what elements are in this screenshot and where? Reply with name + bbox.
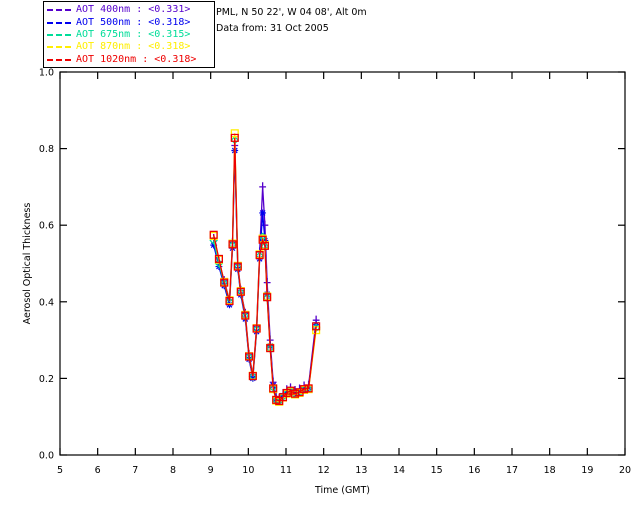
data-point-marker [236,288,246,297]
x-tick-label: 8 [170,465,176,476]
data-point-marker [228,240,237,249]
data-point-marker [260,241,269,250]
data-point-marker [236,287,245,296]
x-tick-label: 19 [581,465,593,476]
legend-line-swatch-icon [47,33,71,36]
series-line [213,133,317,403]
data-point-marker [290,389,300,398]
legend-item-3: AOT 870nm : <0.318> [47,41,210,53]
data-point-marker [266,344,275,353]
annotation-site-line: PML, N 50 22', W 04 08', Alt 0m [216,7,367,18]
data-point-marker [304,384,313,393]
data-point-marker [220,278,229,287]
legend: AOT 400nm : <0.331> AOT 500nm : <0.318> AO… [43,1,215,68]
x-tick-label: 10 [242,465,254,476]
data-point-marker [259,209,267,217]
x-tick-label: 16 [468,465,480,476]
y-tick-label: 0.0 [39,451,54,462]
series-line [213,140,317,403]
data-point-marker [230,129,239,138]
data-point-marker [252,324,261,333]
x-tick-label: 14 [393,465,405,476]
x-tick-label: 6 [95,465,101,476]
legend-item-1: AOT 500nm : <0.318> [47,16,210,28]
legend-item-2: AOT 675nm : <0.315> [47,29,210,41]
series-line [213,150,317,402]
legend-item-label: AOT 675nm : <0.315> [76,28,191,40]
series-400nm [210,140,320,403]
y-tick-label: 0.2 [39,374,54,385]
x-tick-label: 13 [355,465,367,476]
data-point-marker [214,254,224,263]
data-point-marker [261,237,269,244]
series-line [213,137,317,402]
series-line [213,145,317,400]
legend-item-0: AOT 400nm : <0.331> [47,4,210,16]
legend-line-swatch-icon [47,58,71,61]
data-point-marker [259,182,267,192]
legend-line-swatch-icon [47,46,71,49]
data-point-marker [245,352,254,361]
x-tick-label: 20 [619,465,631,476]
series-675nm [209,135,321,406]
data-point-marker [210,241,218,249]
y-tick-label: 0.8 [39,144,54,155]
legend-line-swatch-icon [47,9,71,12]
series-870nm [209,129,321,406]
y-tick-label: 0.6 [39,221,54,232]
x-tick-label: 18 [544,465,556,476]
plot-annotation: PML, N 50 22', W 04 08', Alt 0m Data fro… [216,5,367,37]
legend-item-label: AOT 1020nm : <0.318> [76,53,197,65]
x-tick-label: 9 [208,465,214,476]
x-tick-label: 15 [431,465,443,476]
data-point-marker [300,385,309,394]
plot-frame [59,71,626,456]
legend-item-label: AOT 870nm : <0.318> [76,41,191,53]
data-point-marker [269,384,278,393]
x-tick-label: 5 [57,465,63,476]
x-tick-label: 17 [506,465,518,476]
series-500nm [210,147,320,405]
axes: 5 6 7 8 9 10 11 12 13 14 15 16 17 18 19 20 0.0 0.2 0.4 0.6 0… [22,68,631,497]
data-point-marker [233,262,242,271]
data-point-marker [258,235,267,244]
data-point-marker [249,375,257,382]
data-point-marker [248,372,257,381]
legend-line-swatch-icon [47,21,71,24]
data-point-marker [225,296,234,306]
x-tick-label: 11 [280,465,292,476]
legend-item-label: AOT 400nm : <0.331> [76,4,191,16]
legend-item-4: AOT 1020nm : <0.318> [47,54,210,66]
data-point-marker [209,230,218,239]
x-tick-label: 7 [132,465,138,476]
y-axis-title: Aerosol Optical Thickness [22,203,33,325]
data-point-marker [219,279,229,288]
data-point-marker [300,384,308,392]
annotation-date-line: Data from: 31 Oct 2005 [216,23,329,34]
data-point-marker [241,311,250,320]
data-point-marker [261,220,269,230]
x-axis-title: Time (GMT) [314,485,370,496]
data-point-marker [225,297,234,307]
data-point-marker [312,322,321,331]
legend-item-label: AOT 500nm : <0.318> [76,16,191,28]
data-point-marker [263,293,272,302]
y-tick-label: 1.0 [39,68,54,79]
data-point-marker [230,133,239,142]
x-tick-label: 12 [318,465,330,476]
data-point-marker [255,251,264,260]
y-tick-label: 0.4 [39,297,54,308]
series-1020nm [209,133,321,406]
